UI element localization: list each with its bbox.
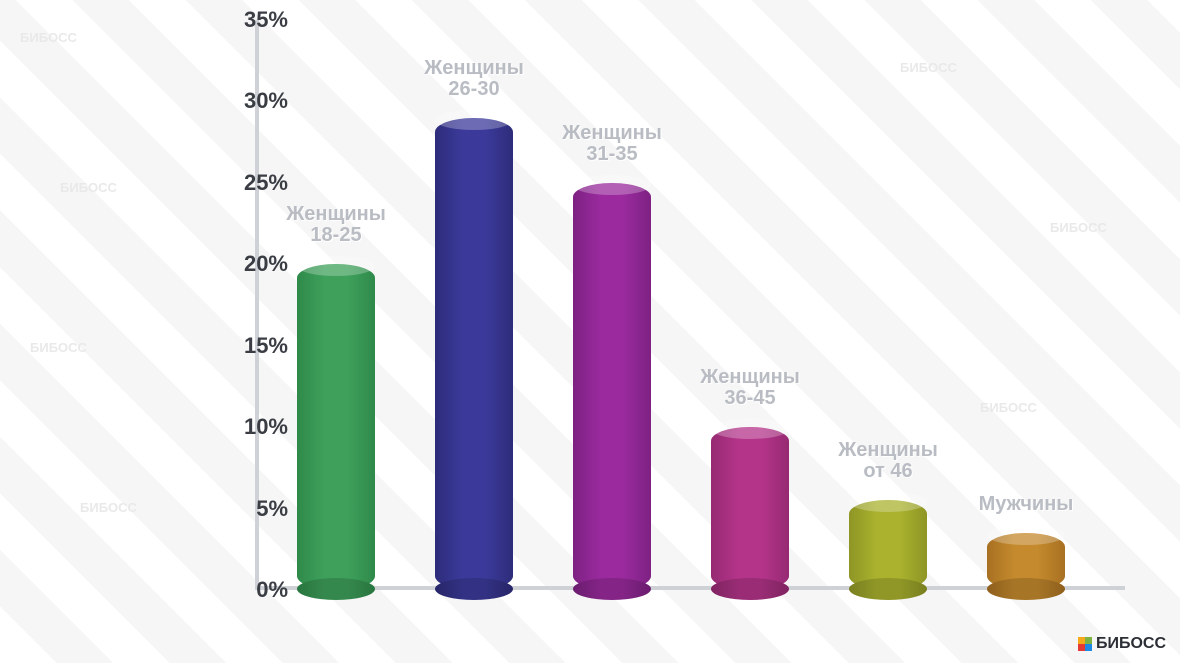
bar-3: Женщины36-45 [711,427,789,590]
bar-0: Женщины18-25 [297,264,375,590]
bar-label: Женщины31-35 [562,123,662,165]
y-tick-label: 25% [244,170,288,196]
brand-text: БИБОСС [1096,635,1166,653]
watermark-text: БИБОСС [20,30,77,45]
watermark-text: БИБОСС [80,500,137,515]
bar-cylinder [849,500,927,590]
bar-4: Женщиныот 46 [849,500,927,590]
y-tick-label: 5% [256,496,288,522]
bar-5: Мужчины [987,533,1065,590]
demographics-bar-chart: Женщины18-25 Женщины26-30 Женщины31-35 Женщ… [255,20,1125,590]
bar-cylinder [573,183,651,590]
bar-cylinder [435,118,513,590]
y-tick-label: 10% [244,414,288,440]
brand-badge: БИБОСС [1078,635,1166,653]
brand-icon [1078,637,1092,651]
bar-1: Женщины26-30 [435,118,513,590]
y-tick-label: 35% [244,7,288,33]
y-tick-label: 20% [244,251,288,277]
bars-container: Женщины18-25 Женщины26-30 Женщины31-35 Женщ… [255,20,1125,590]
bar-label: Мужчины [979,494,1074,515]
watermark-text: БИБОСС [30,340,87,355]
bar-cylinder [987,533,1065,590]
y-tick-label: 0% [256,577,288,603]
bar-label: Женщины26-30 [424,58,524,100]
bar-2: Женщины31-35 [573,183,651,590]
bar-cylinder [297,264,375,590]
y-tick-label: 15% [244,333,288,359]
y-tick-label: 30% [244,88,288,114]
bar-label: Женщины18-25 [286,204,386,246]
bar-label: Женщины36-45 [700,367,800,409]
watermark-text: БИБОСС [60,180,117,195]
bar-label: Женщиныот 46 [838,440,938,482]
bar-cylinder [711,427,789,590]
